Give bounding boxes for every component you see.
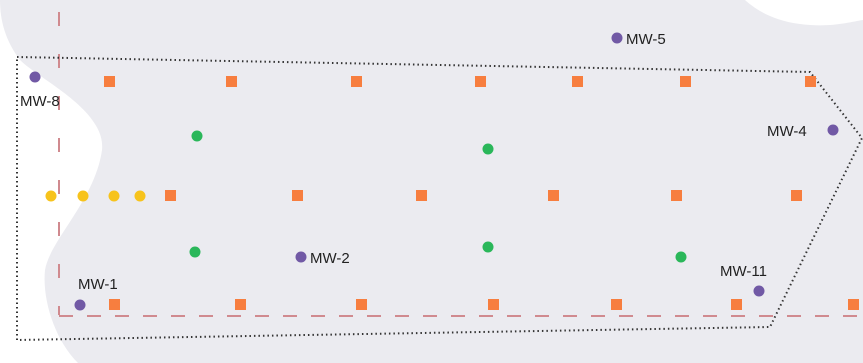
orange-marker (848, 299, 859, 310)
well-marker[interactable] (74, 299, 86, 311)
orange-marker (109, 299, 120, 310)
orange-marker (292, 190, 303, 201)
orange-marker (104, 76, 115, 87)
green-marker (482, 143, 494, 155)
orange-marker (416, 190, 427, 201)
orange-marker (351, 76, 362, 87)
orange-marker (165, 190, 176, 201)
yellow-marker (108, 190, 120, 202)
well-mw-11[interactable]: MW-11 (720, 263, 767, 297)
well-mw-5[interactable]: MW-5 (611, 31, 666, 48)
yellow-marker (134, 190, 146, 202)
well-marker[interactable] (753, 285, 765, 297)
well-marker[interactable] (611, 32, 623, 44)
well-label: MW-8 (20, 93, 60, 110)
yellow-markers (45, 190, 146, 202)
well-label: MW-4 (767, 123, 807, 140)
orange-marker (611, 299, 622, 310)
green-markers (189, 130, 687, 263)
orange-markers (104, 76, 859, 310)
site-boundary (16, 55, 863, 342)
well-mw-1[interactable]: MW-1 (74, 276, 118, 311)
well-label: MW-11 (720, 263, 767, 280)
orange-marker (548, 190, 559, 201)
green-marker (675, 251, 687, 263)
green-marker (482, 241, 494, 253)
orange-marker (680, 76, 691, 87)
yellow-marker (77, 190, 89, 202)
orange-marker (235, 299, 246, 310)
well-mw-4[interactable]: MW-4 (767, 123, 839, 140)
green-marker (189, 246, 201, 258)
well-marker[interactable] (827, 124, 839, 136)
orange-marker (671, 190, 682, 201)
orange-marker (731, 299, 742, 310)
orange-marker (475, 76, 486, 87)
green-marker (191, 130, 203, 142)
well-label: MW-1 (78, 276, 118, 293)
orange-marker (226, 76, 237, 87)
well-label: MW-2 (310, 250, 350, 267)
orange-marker (791, 190, 802, 201)
orange-marker (356, 299, 367, 310)
orange-marker (805, 76, 816, 87)
orange-marker (488, 299, 499, 310)
well-mw-2[interactable]: MW-2 (295, 250, 350, 267)
yellow-marker (45, 190, 57, 202)
well-marker[interactable] (295, 251, 307, 263)
well-label: MW-5 (626, 31, 666, 48)
orange-marker (572, 76, 583, 87)
well-marker[interactable] (29, 71, 41, 83)
well-mw-8[interactable]: MW-8 (20, 71, 60, 111)
